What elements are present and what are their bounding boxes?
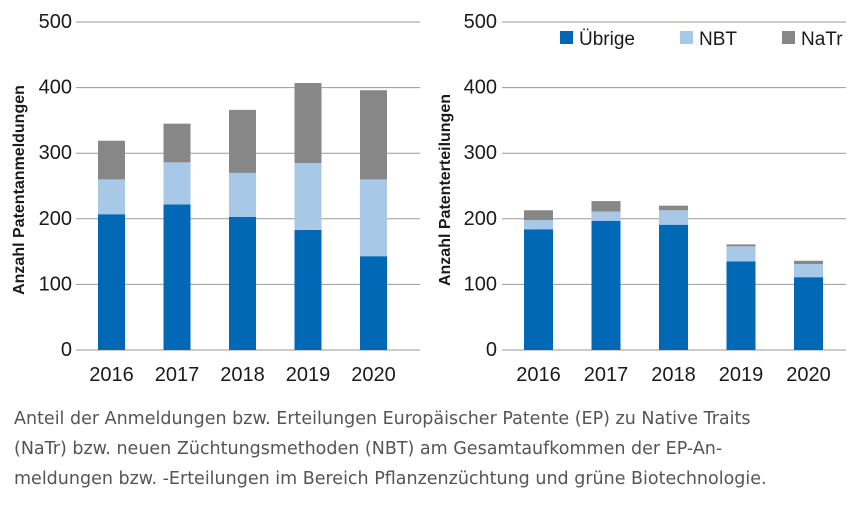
y-tick-label: 200	[464, 208, 497, 230]
legend-label-natr: NaTr	[801, 29, 843, 50]
y-tick-label: 300	[464, 142, 497, 164]
y-tick-label: 100	[39, 273, 72, 295]
bar-nbt-2019	[294, 163, 322, 230]
legend-swatch-übrige	[560, 31, 573, 44]
bar-übrige-2020	[360, 256, 387, 350]
x-tick-label: 2016	[89, 364, 134, 386]
x-tick-label: 2020	[786, 364, 831, 386]
legend-label-nbt: NBT	[699, 29, 737, 50]
y-tick-label: 400	[464, 77, 497, 99]
caption-line-1: Anteil der Anmeldungen bzw. Erteilungen …	[14, 409, 751, 429]
bar-nbt-2019	[726, 246, 756, 262]
bar-nbt-2018	[229, 172, 256, 217]
bar-natr-2020	[360, 90, 387, 180]
y-tick-label: 0	[486, 339, 497, 361]
chart-2: 0 100 200 300 400 500 Anzahl Patenterteilungen…	[437, 11, 846, 386]
y-tick-label: 300	[39, 142, 72, 164]
bar-natr-2020	[794, 260, 823, 265]
y-tick-label: 100	[464, 273, 497, 295]
bar-natr-2016	[98, 140, 125, 180]
x-tick-label: 2019	[286, 364, 331, 386]
x-tick-label: 2017	[155, 364, 200, 386]
y-tick-label: 500	[39, 11, 72, 33]
bar-nbt-2020	[360, 179, 387, 257]
bar-nbt-2018	[659, 210, 688, 225]
y-tick-label: 500	[464, 11, 497, 33]
bar-nbt-2017	[163, 162, 191, 205]
bar-natr-2017	[163, 123, 191, 163]
bar-nbt-2017	[591, 211, 621, 221]
bar-natr-2019	[726, 244, 756, 247]
bar-übrige-2018	[659, 224, 688, 350]
charts-area: 0 100 200 300 400 500 Anzahl Patentanmeldungen…	[11, 11, 846, 386]
legend: Übrige NBT NaTr	[560, 29, 843, 50]
bar-natr-2018	[659, 205, 688, 211]
chart-1: 0 100 200 300 400 500 Anzahl Patentanmeldungen…	[11, 11, 420, 386]
bar-natr-2018	[229, 109, 256, 173]
bar-übrige-2018	[229, 216, 256, 350]
caption-line-3: meldungen bzw. -Erteilungen im Bereich P…	[14, 469, 767, 489]
caption-line-2: (NaTr) bzw. neuen Züchtungsmethoden (NBT…	[14, 439, 723, 459]
bar-natr-2016	[524, 210, 553, 221]
x-tick-label: 2018	[220, 364, 265, 386]
legend-swatch-natr	[782, 31, 795, 44]
bar-nbt-2020	[794, 264, 823, 278]
bar-natr-2017	[591, 201, 621, 212]
legend-label-übrige: Übrige	[579, 29, 635, 50]
y-tick-label: 200	[39, 208, 72, 230]
x-tick-label: 2018	[651, 364, 696, 386]
bar-übrige-2017	[591, 220, 621, 350]
x-tick-label: 2017	[584, 364, 629, 386]
y-axis-label: Anzahl Patenterteilungen	[437, 94, 454, 286]
bar-übrige-2016	[98, 214, 125, 350]
x-tick-label: 2020	[351, 364, 396, 386]
legend-swatch-nbt	[680, 31, 693, 44]
bar-nbt-2016	[524, 220, 553, 230]
x-tick-label: 2016	[516, 364, 561, 386]
bar-übrige-2016	[524, 229, 553, 350]
y-tick-label: 0	[61, 339, 72, 361]
y-tick-label: 400	[39, 77, 72, 99]
bar-natr-2019	[294, 83, 322, 164]
bar-übrige-2020	[794, 277, 823, 350]
figure-caption: Anteil der Anmeldungen bzw. Erteilungen …	[14, 404, 854, 494]
x-tick-label: 2019	[719, 364, 764, 386]
bar-nbt-2016	[98, 179, 125, 215]
y-axis-label: Anzahl Patentanmeldungen	[11, 85, 28, 295]
bar-übrige-2019	[726, 261, 756, 350]
bar-übrige-2019	[294, 229, 322, 350]
bar-übrige-2017	[163, 204, 191, 350]
